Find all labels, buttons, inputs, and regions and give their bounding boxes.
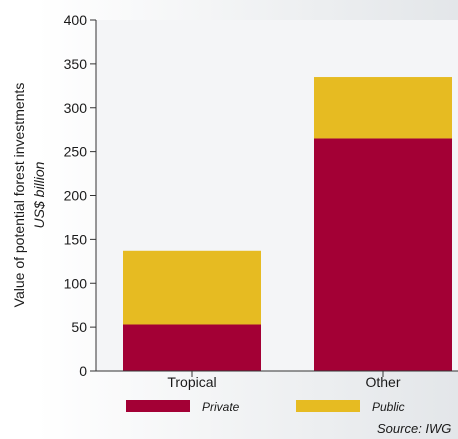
bar-tropical-private <box>123 324 261 371</box>
y-tick-label: 400 <box>64 12 88 28</box>
x-category-label: Other <box>365 374 400 390</box>
y-tick-label: 100 <box>64 275 88 291</box>
y-tick-label: 50 <box>71 319 87 335</box>
bar-other-public <box>314 77 452 139</box>
bars-group <box>123 77 452 371</box>
bar-other-private <box>314 138 452 371</box>
legend-label-public: Public <box>372 400 405 414</box>
legend: Private Public <box>126 400 405 414</box>
y-tick-label: 200 <box>64 188 88 204</box>
y-axis-title: Value of potential forest investments <box>11 83 27 308</box>
x-category-label: Tropical <box>167 374 216 390</box>
legend-swatch-public <box>296 400 360 412</box>
y-tick-label: 0 <box>79 363 87 379</box>
y-tick-label: 150 <box>64 231 88 247</box>
legend-label-private: Private <box>202 400 240 414</box>
y-tick-label: 250 <box>64 144 88 160</box>
y-axis: 0 50 100 150 200 250 300 350 400 <box>64 12 97 379</box>
bar-tropical-public <box>123 250 261 325</box>
y-tick-label: 350 <box>64 56 88 72</box>
y-tick-label: 300 <box>64 100 88 116</box>
x-axis: Tropical Other <box>96 370 458 390</box>
legend-swatch-private <box>126 400 190 412</box>
source-note: Source: IWG <box>377 421 451 436</box>
y-axis-unit: US$ billion <box>31 161 47 228</box>
